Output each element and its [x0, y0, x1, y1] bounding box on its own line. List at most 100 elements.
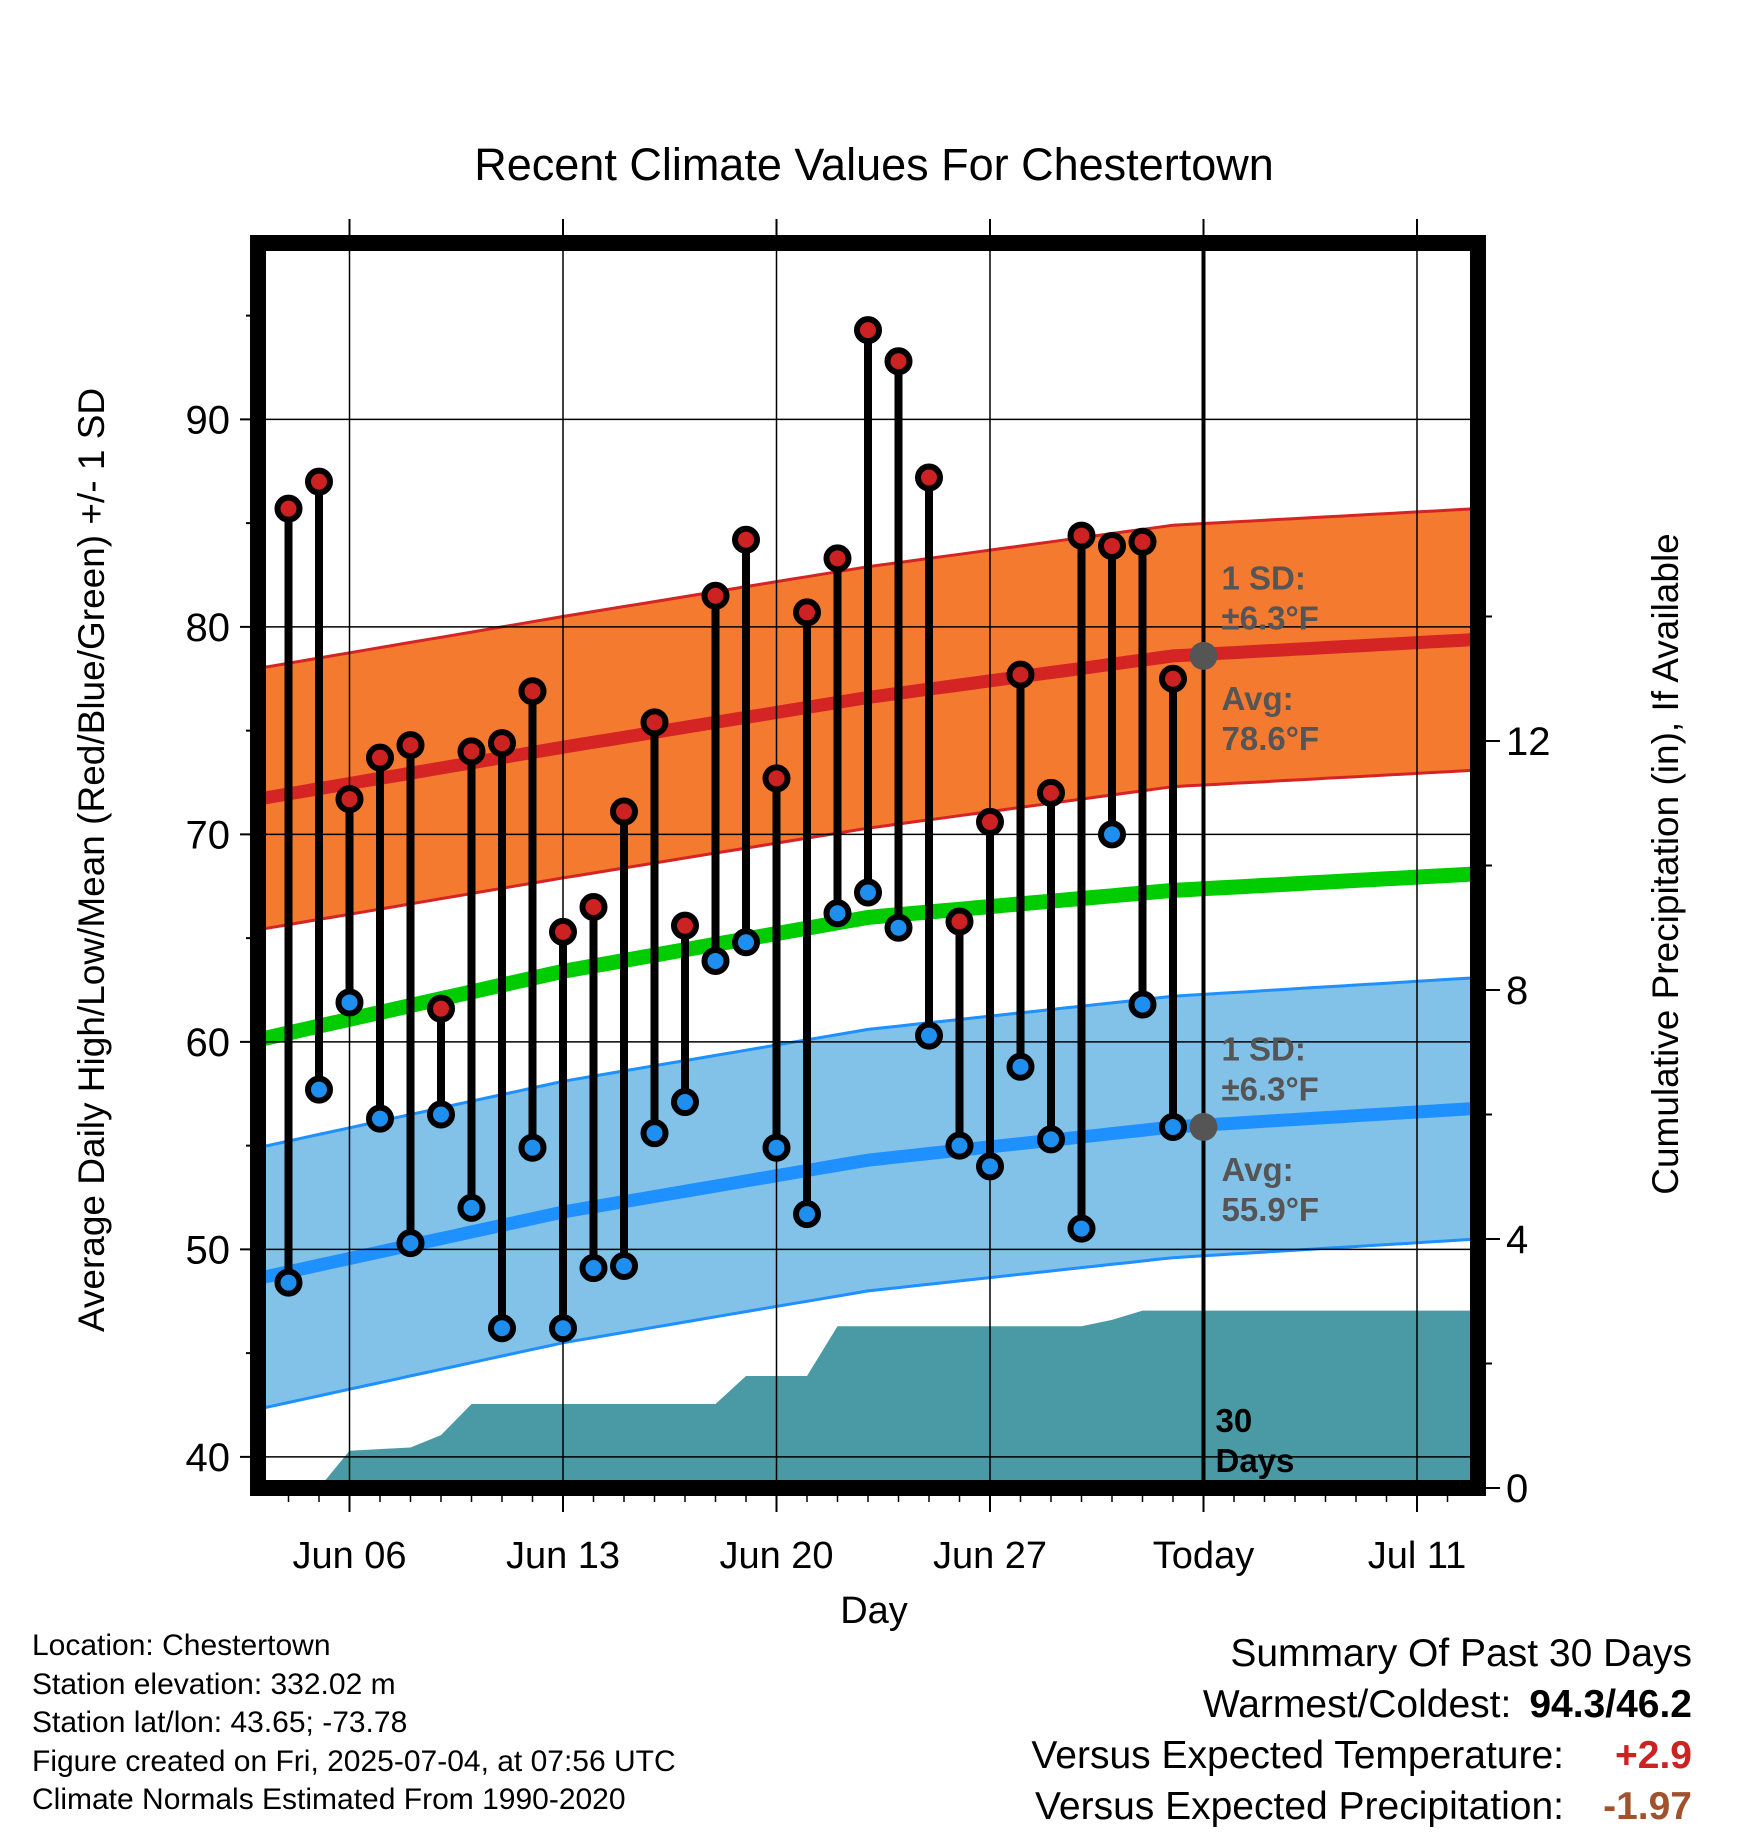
low-sd-band-lower-edge [258, 1237, 1478, 1411]
high-sd-value: ±6.3°F [1222, 600, 1319, 637]
daily-low-point [976, 1152, 1004, 1181]
x-axis-label: Day [840, 1590, 908, 1632]
summary-heading: Summary Of Past 30 Days [1230, 1632, 1692, 1675]
y2-tick-label: 0 [1506, 1467, 1528, 1511]
plot-frame [250, 235, 1486, 1496]
daily-high-point [884, 347, 913, 376]
daily-low-point [701, 946, 730, 975]
daily-high-point [945, 907, 974, 936]
x-tick-label: Today [1153, 1535, 1254, 1577]
daily-low-point [640, 1119, 669, 1148]
info-latlon: Station lat/lon: 43.65; -73.78 [32, 1706, 408, 1739]
daily-high-point [1098, 531, 1126, 560]
summary-warm-cold-row: Warmest/Coldest: 94.3/46.2 [1031, 1679, 1692, 1730]
high-sd-label: 1 SD: [1222, 560, 1306, 597]
daily-low-point [915, 1021, 943, 1050]
info-created: Figure created on Fri, 2025-07-04, at 07… [32, 1744, 676, 1778]
daily-high-point [335, 785, 364, 814]
high-avg-today-marker [1189, 641, 1218, 670]
low-sd-value: ±6.3°F [1222, 1071, 1319, 1108]
high-avg-label: Avg: [1222, 680, 1294, 717]
y2-tick-label: 4 [1506, 1218, 1528, 1262]
daily-low-point [671, 1088, 699, 1117]
daily-low-point [457, 1193, 486, 1222]
daily-high-point [457, 737, 486, 766]
daily-low-point [274, 1268, 303, 1297]
daily-high-point [1067, 521, 1096, 550]
warm-cold-label: Warmest/Coldest: [1202, 1683, 1512, 1726]
summary-panel: Summary Of Past 30 Days Warmest/Coldest:… [1031, 1628, 1692, 1832]
daily-low-point [335, 988, 364, 1017]
daily-low-point [1098, 820, 1126, 849]
daily-low-point [396, 1229, 425, 1258]
y-axis-label: Average Daily High/Low/Mean (Red/Blue/Gr… [71, 388, 112, 1332]
daily-high-point [1128, 527, 1157, 556]
x-tick-label: Jun 13 [506, 1535, 620, 1577]
daily-high-point [915, 463, 943, 492]
y-tick-label: 60 [186, 1021, 231, 1065]
low-avg-today-marker [1189, 1112, 1218, 1141]
y-tick-label: 90 [186, 398, 231, 442]
daily-high-point [366, 743, 394, 772]
x-tick-label: Jun 06 [292, 1535, 406, 1577]
y-tick-label: 40 [186, 1436, 231, 1480]
daily-low-point [1159, 1112, 1187, 1141]
station-info: Location: Chestertown Station elevation:… [32, 1627, 676, 1820]
info-elevation: Station elevation: 332.02 m [32, 1667, 396, 1701]
high-avg-value: 78.6°F [1222, 720, 1320, 757]
daily-high-point [274, 494, 303, 523]
daily-high-point [671, 911, 699, 940]
daily-low-point [854, 878, 882, 907]
y-tick-label: 80 [186, 606, 231, 650]
daily-high-point [579, 893, 608, 921]
daily-high-point [549, 917, 577, 946]
daily-high-point [701, 581, 730, 610]
daily-high-point [762, 764, 791, 793]
chart-title: Recent Climate Values For Chestertown [474, 139, 1274, 190]
daily-high-point [823, 544, 852, 573]
y-tick-label: 50 [186, 1228, 231, 1272]
daily-high-point [518, 677, 547, 706]
daily-low-point [1067, 1214, 1096, 1243]
low-avg-label: Avg: [1222, 1151, 1294, 1188]
mean-avg-line [258, 866, 1478, 1048]
x-tick-label: Jun 20 [719, 1535, 833, 1577]
temp-diff-value: +2.9 [1615, 1734, 1692, 1777]
daily-high-point [610, 797, 638, 826]
summary-temp-row: Versus Expected Temperature: +2.9 [1031, 1730, 1692, 1781]
daily-high-point [427, 994, 455, 1023]
y-tick-label: 70 [186, 813, 231, 857]
daily-low-point [488, 1314, 516, 1343]
summary-precip-row: Versus Expected Precipitation: -1.97 [1031, 1781, 1692, 1832]
daily-high-point [854, 316, 882, 345]
precip-diff-value: -1.97 [1603, 1785, 1692, 1828]
daily-low-point [366, 1104, 394, 1133]
warm-cold-value: 94.3/46.2 [1529, 1683, 1692, 1726]
daily-low-point [1128, 990, 1157, 1019]
daily-low-point [884, 913, 913, 942]
daily-high-point [1037, 778, 1065, 807]
daily-low-point [1006, 1052, 1035, 1081]
days-label-word: Days [1216, 1442, 1295, 1479]
precip-area [319, 1310, 1478, 1488]
daily-low-point [823, 899, 852, 928]
daily-low-point [793, 1200, 821, 1229]
daily-high-point [488, 729, 516, 758]
daily-low-point [427, 1100, 455, 1129]
daily-high-point [793, 598, 821, 627]
daily-high-point [732, 525, 760, 554]
days-label-number: 30 [1216, 1402, 1253, 1439]
precip-diff-label: Versus Expected Precipitation: [1035, 1785, 1564, 1828]
daily-low-point [1037, 1125, 1065, 1154]
x-tick-label: Jul 11 [1368, 1535, 1467, 1577]
y2-tick-label: 12 [1506, 720, 1551, 764]
daily-high-point [640, 708, 669, 737]
daily-high-point [1006, 660, 1035, 689]
low-avg-value: 55.9°F [1222, 1191, 1320, 1228]
daily-low-point [610, 1251, 638, 1280]
daily-low-point [732, 928, 760, 957]
daily-high-point [305, 467, 333, 496]
low-avg-line [258, 1101, 1478, 1285]
info-normals: Climate Normals Estimated From 1990-2020 [32, 1783, 626, 1816]
